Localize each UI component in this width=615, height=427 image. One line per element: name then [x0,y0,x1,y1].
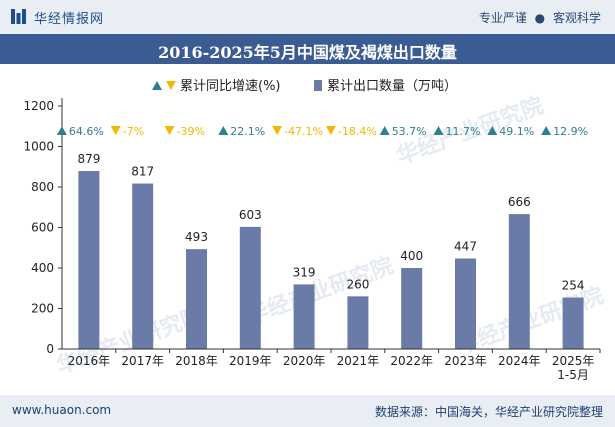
y-tick-label: 1000 [23,140,54,154]
x-tick-label: 2022年 [390,354,433,368]
bar-value-label: 447 [454,239,477,253]
y-tick-label: 600 [31,221,54,235]
growth-rate-label: 11.7% [446,125,481,138]
bar-7 [455,258,476,349]
legend-growth-label: 累计同比增速(%) [180,79,281,94]
growth-rate-label: 49.1% [499,125,534,138]
brand-name: 华经情报网 [34,12,105,27]
y-tick-label: 1200 [23,99,54,113]
y-tick-label: 800 [31,180,54,194]
tagline-separator: ● [534,11,546,25]
footer-bar: www.huaon.com 数据来源：中国海关，华经产业研究院整理 [0,395,615,427]
growth-up-icon [218,126,229,135]
bar-value-label: 260 [346,277,369,291]
bars [78,171,584,349]
growth-down-icon [164,126,175,135]
header-bar: 华经情报网 专业严谨 ● 客观科学 [0,0,615,34]
bar-value-label: 666 [508,195,531,209]
growth-rate-label: 12.9% [553,125,588,138]
bar-8 [508,214,530,349]
x-tick-label: 2024年 [498,354,541,368]
y-tick-label: 0 [46,342,54,356]
legend-growth-up-icon [152,81,162,90]
growth-labels: 64.6% -7% -39% 22.1% -47.1% -18.4% 53.7% 11.7% 4… [56,125,588,138]
x-tick-label: 2019年 [229,354,272,368]
bar-value-label: 319 [293,265,316,279]
growth-rate-label: 53.7% [392,125,427,138]
title-bar: 2016-2025年5月中国煤及褐煤出口数量 [0,34,615,64]
y-axis: 0 200 400 600 800 1000 1200 [23,98,63,356]
bar-0 [78,171,100,349]
legend-volume-label: 累计出口数量（万吨） [327,79,457,94]
growth-up-icon [379,126,390,135]
huajing-logo-icon [11,9,26,24]
x-tick-label: 2021年 [337,354,380,368]
x-tick-label: 2017年 [121,354,164,368]
bar-value-label: 254 [562,279,585,293]
bar-1 [132,183,154,349]
growth-rate-label: -47.1% [284,125,323,138]
bar-value-label: 603 [239,208,262,222]
x-tick-label: 2016年 [68,354,111,368]
bar-value-label: 400 [400,249,423,263]
watermark-text: 华经产业研究院 [53,303,207,380]
bar-6 [401,268,423,349]
bar-9 [562,297,584,349]
watermark-text: 华经产业研究院 [453,283,607,360]
growth-up-icon [56,126,67,135]
growth-rate-label: -18.4% [338,125,377,138]
watermark-text: 华经产业研究院 [243,253,397,330]
tagline-right: 客观科学 [552,11,601,25]
legend: 累计同比增速(%) 累计出口数量（万吨） [152,79,457,94]
bar-value-label: 817 [131,165,154,179]
growth-rate-label: -7% [123,125,144,138]
growth-rate-label: 22.1% [230,125,265,138]
legend-volume-swatch [314,80,322,91]
tagline: 专业严谨 ● 客观科学 [479,9,601,26]
bar-3 [239,226,261,349]
growth-down-icon [325,126,336,135]
chart-title: 2016-2025年5月中国煤及褐煤出口数量 [158,43,457,62]
bar-value-label: 493 [185,230,208,244]
tagline-left: 专业严谨 [478,11,527,25]
growth-down-icon [110,126,121,135]
growth-up-icon [433,126,444,135]
growth-down-icon [272,126,283,135]
y-tick-label: 200 [31,302,54,316]
growth-up-icon [487,126,498,135]
x-tick-label: 2025年 1-5月 [552,354,595,382]
growth-rate-label: -39% [177,125,205,138]
y-tick-label: 400 [31,261,54,275]
legend-growth-down-icon [166,81,176,90]
x-tick-label: 2023年 [444,354,487,368]
bar-value-label: 879 [77,152,100,166]
growth-rate-label: 64.6% [69,125,104,138]
x-tick-label: 2018年 [175,354,218,368]
bar-2 [186,249,207,349]
bar-4 [293,284,315,349]
bar-5 [347,296,369,349]
data-source: 数据来源：中国海关，华经产业研究院整理 [374,405,603,419]
footer-url[interactable]: www.huaon.com [12,403,112,417]
growth-up-icon [541,126,552,135]
x-axis: 2016年 2017年 2018年 2019年 2020年 2021年 2022年 2023年… [62,348,601,382]
x-tick-label: 2020年 [283,354,326,368]
value-labels: 879 817 493 603 319 260 400 447 666 254 [77,152,584,293]
